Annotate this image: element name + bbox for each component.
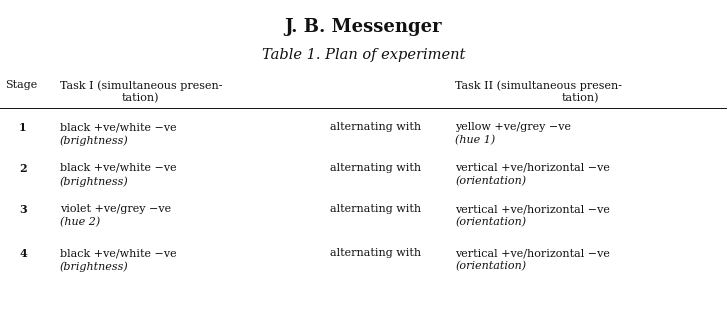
Text: tation): tation): [121, 93, 158, 103]
Text: vertical +ve/horizontal −ve: vertical +ve/horizontal −ve: [455, 204, 610, 214]
Text: alternating with: alternating with: [330, 248, 421, 258]
Text: (brightness): (brightness): [60, 135, 129, 145]
Text: alternating with: alternating with: [330, 163, 421, 173]
Text: tation): tation): [561, 93, 599, 103]
Text: alternating with: alternating with: [330, 204, 421, 214]
Text: 3: 3: [19, 204, 27, 215]
Text: Task I (simultaneous presen-: Task I (simultaneous presen-: [60, 80, 222, 91]
Text: yellow +ve/grey −ve: yellow +ve/grey −ve: [455, 122, 571, 132]
Text: (orientation): (orientation): [455, 176, 526, 186]
Text: black +ve/white −ve: black +ve/white −ve: [60, 163, 177, 173]
Text: (orientation): (orientation): [455, 261, 526, 271]
Text: (orientation): (orientation): [455, 217, 526, 227]
Text: Stage: Stage: [5, 80, 37, 90]
Text: black +ve/white −ve: black +ve/white −ve: [60, 248, 177, 258]
Text: violet +ve/grey −ve: violet +ve/grey −ve: [60, 204, 171, 214]
Text: black +ve/white −ve: black +ve/white −ve: [60, 122, 177, 132]
Text: J. B. Messenger: J. B. Messenger: [285, 18, 442, 36]
Text: vertical +ve/horizontal −ve: vertical +ve/horizontal −ve: [455, 163, 610, 173]
Text: vertical +ve/horizontal −ve: vertical +ve/horizontal −ve: [455, 248, 610, 258]
Text: (brightness): (brightness): [60, 176, 129, 187]
Text: 1: 1: [19, 122, 27, 133]
Text: Table 1. Plan of experiment: Table 1. Plan of experiment: [262, 48, 465, 62]
Text: (hue 2): (hue 2): [60, 217, 100, 227]
Text: 2: 2: [19, 163, 27, 174]
Text: (hue 1): (hue 1): [455, 135, 495, 145]
Text: 4: 4: [19, 248, 27, 259]
Text: Task II (simultaneous presen-: Task II (simultaneous presen-: [455, 80, 622, 91]
Text: (brightness): (brightness): [60, 261, 129, 272]
Text: alternating with: alternating with: [330, 122, 421, 132]
